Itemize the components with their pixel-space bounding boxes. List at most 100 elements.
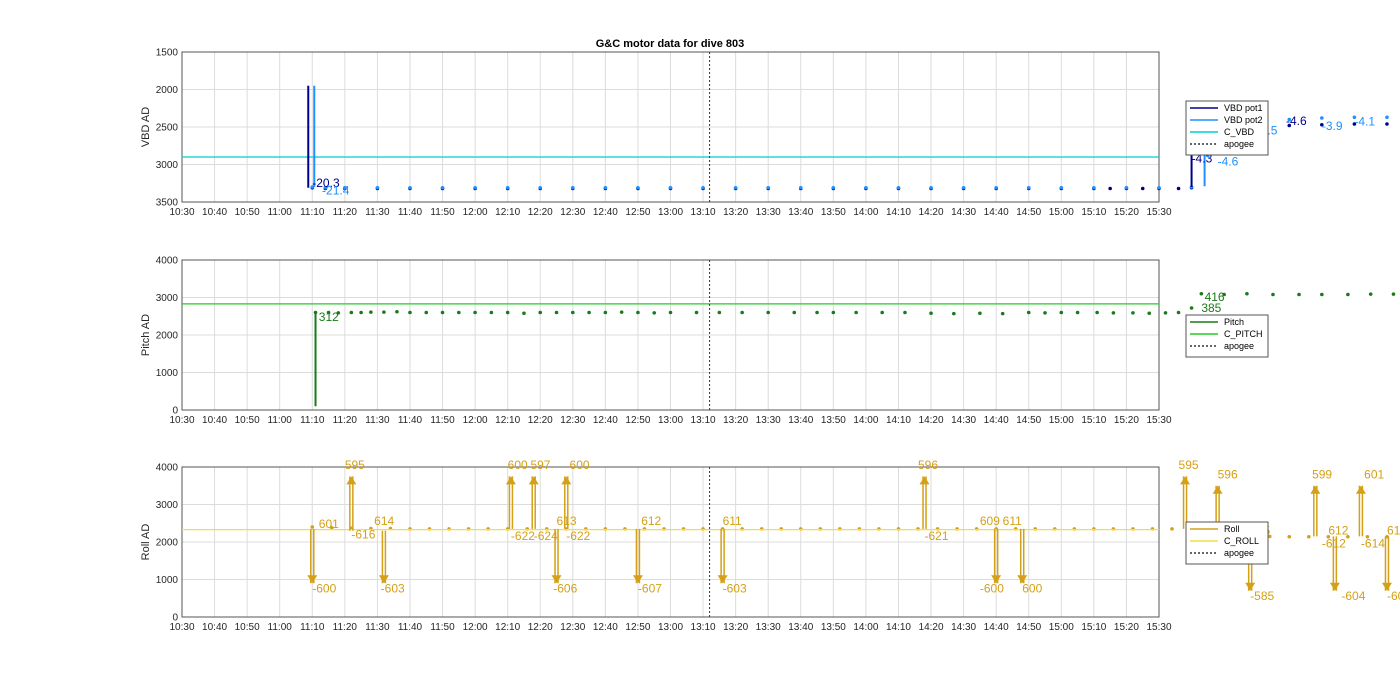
data-point [1287,117,1292,122]
x-tick-label: 13:50 [821,622,846,633]
roll-arrow-head [1212,485,1223,494]
y-axis-label: VBD AD [140,107,152,147]
data-point [1287,123,1292,128]
x-tick-label: 11:00 [268,622,293,633]
data-label: -20.3 [312,176,340,190]
legend-label: apogee [1224,548,1254,558]
data-point [994,185,998,190]
x-tick-label: 14:00 [853,207,878,218]
roll-arrow-head [528,476,539,485]
y-tick-label: 4000 [156,256,179,267]
plot-frame [181,259,1160,411]
x-tick-label: 13:10 [691,622,716,633]
x-tick-label: 12:20 [528,415,553,426]
data-point [440,185,445,190]
x-tick-label: 12:30 [560,622,585,633]
data-label: -585 [1250,589,1274,603]
data-point [1391,292,1396,296]
legend-label: VBD pot2 [1224,115,1263,125]
legend-label: C_PITCH [1224,329,1263,339]
data-point [1147,311,1152,316]
data-label: -603 [381,582,405,596]
data-label: 612 [641,514,661,528]
x-tick-label: 15:10 [1081,622,1106,633]
plot-area: 10:30 10:40 10:50 11:00 11:10 11:20 11:30 11:40… [140,48,1400,634]
x-tick-label: 11:10 [300,415,325,426]
data-label: -600 [980,582,1004,596]
x-tick-label: 11:50 [430,415,455,426]
x-tick-label: 14:50 [1016,415,1041,426]
data-label: -624 [534,529,558,543]
x-tick-label: 12:20 [528,622,553,633]
data-point [1131,311,1135,315]
data-point [1108,186,1112,191]
data-point [701,185,705,190]
x-tick-label: 12:50 [625,622,650,633]
x-tick-label: 13:40 [788,415,813,426]
panel-2: 10:30 10:40 10:50 11:00 11:10 11:20 11:30 11:40… [140,256,1396,426]
x-tick-label: 14:20 [919,622,944,633]
data-label: 416 [1205,290,1225,304]
x-tick-label: 13:00 [658,415,683,426]
x-tick-label: 14:40 [984,207,1009,218]
x-tick-label: 14:00 [853,622,878,633]
data-point [1352,122,1357,126]
x-tick-label: 11:50 [430,207,455,218]
x-tick-label: 15:00 [1049,415,1074,426]
x-tick-label: 11:50 [430,622,455,633]
y-tick-label: 4000 [156,463,179,474]
y-tick-label: 3000 [156,160,179,171]
data-label: -604 [1341,589,1365,603]
data-point [473,310,477,315]
data-point [603,310,608,315]
y-tick-label: 1000 [156,368,179,379]
data-point [330,525,334,530]
data-label: -603 [1387,589,1400,603]
data-label: 601 [1364,467,1384,481]
data-point [395,309,399,314]
roll-arrow-head [717,575,728,584]
x-tick-label: 11:20 [333,622,358,633]
legend-label: Pitch [1224,317,1244,327]
data-point [929,185,933,190]
y-tick-label: 1000 [156,575,179,586]
data-point [522,311,526,316]
data-point [978,311,982,316]
data-point [440,310,445,315]
x-tick-label: 13:20 [723,415,748,426]
data-point [1320,122,1324,127]
data-label: -621 [925,529,949,543]
data-point [1059,185,1064,190]
data-point [1385,115,1389,120]
data-label: 609 [980,514,1000,528]
roll-arrow-head [991,575,1002,584]
data-label: 595 [1179,458,1199,472]
data-point [538,185,543,190]
y-tick-label: 1500 [156,48,179,59]
data-label: -603 [723,582,747,596]
x-tick-label: 10:40 [202,415,227,426]
x-tick-label: 12:50 [625,207,650,218]
x-tick-label: 11:40 [398,415,423,426]
x-tick-label: 15:10 [1081,207,1106,218]
data-point [1385,122,1389,126]
data-point [538,310,543,315]
x-tick-label: 13:10 [691,207,716,218]
data-point [636,185,640,190]
data-label: 611 [723,514,742,528]
data-label: -622 [566,529,590,543]
roll-arrow-head [1017,575,1028,584]
data-label: -4.6 [1286,114,1307,128]
x-tick-label: 14:30 [951,622,976,633]
x-tick-label: 13:20 [723,622,748,633]
data-label: 600 [508,458,528,472]
data-point [571,310,575,315]
roll-arrow-head [505,476,516,485]
data-point [369,310,373,314]
roll-arrow-head [551,575,562,584]
roll-arrow-head [1310,485,1321,494]
data-point [1092,185,1096,190]
data-point [1140,186,1145,191]
data-point [457,310,461,315]
x-tick-label: 14:20 [919,207,944,218]
